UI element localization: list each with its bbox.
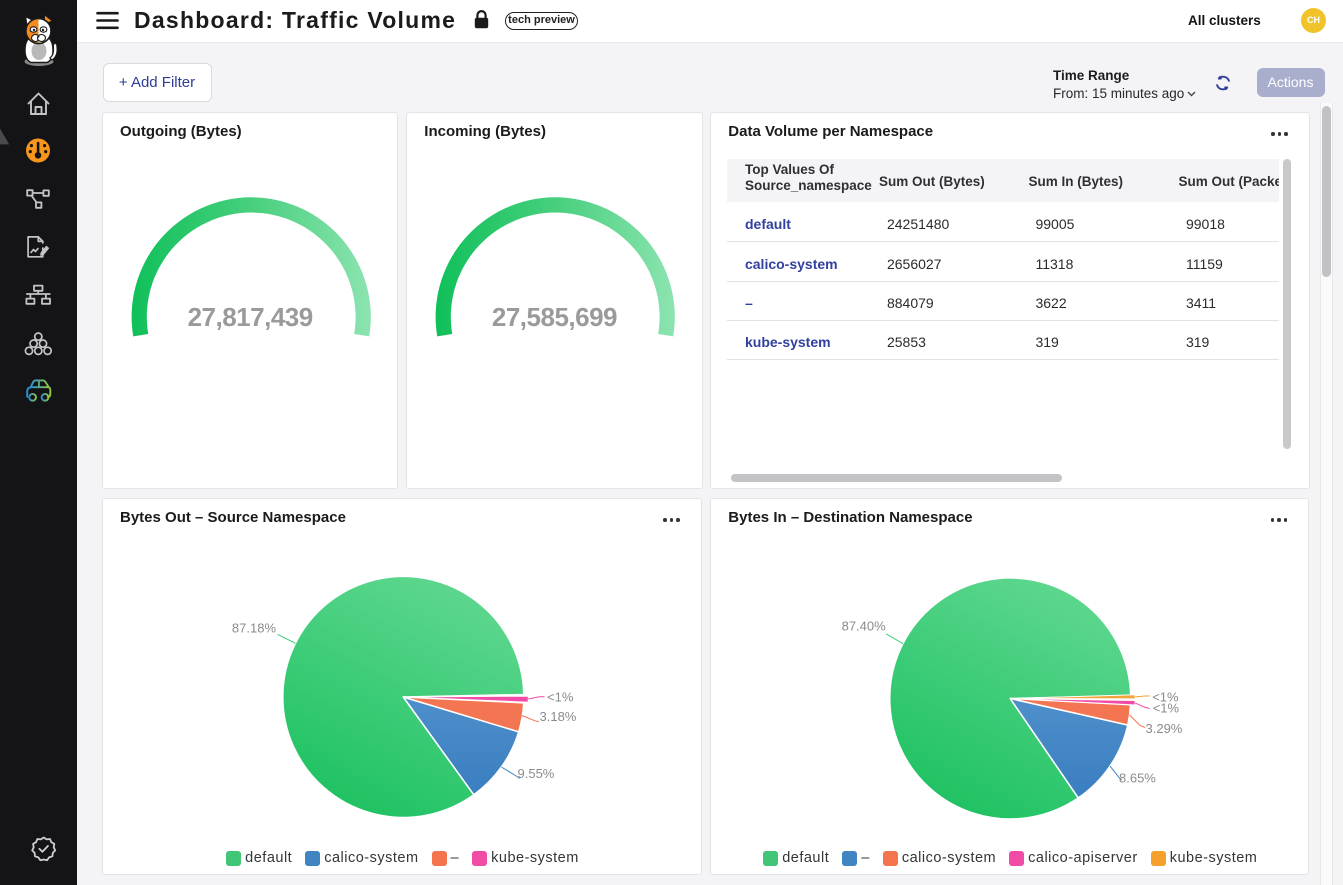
svg-text:9.55%: 9.55% (518, 766, 555, 781)
svg-text:87.40%: 87.40% (842, 619, 887, 634)
svg-text:8.65%: 8.65% (1119, 771, 1156, 786)
svg-text:<1%: <1% (1152, 690, 1179, 705)
svg-text:<1%: <1% (547, 690, 574, 705)
svg-text:87.18%: 87.18% (232, 621, 277, 636)
svg-text:3.29%: 3.29% (1146, 721, 1183, 736)
svg-text:<1%: <1% (1153, 701, 1180, 716)
svg-text:3.18%: 3.18% (540, 709, 577, 724)
